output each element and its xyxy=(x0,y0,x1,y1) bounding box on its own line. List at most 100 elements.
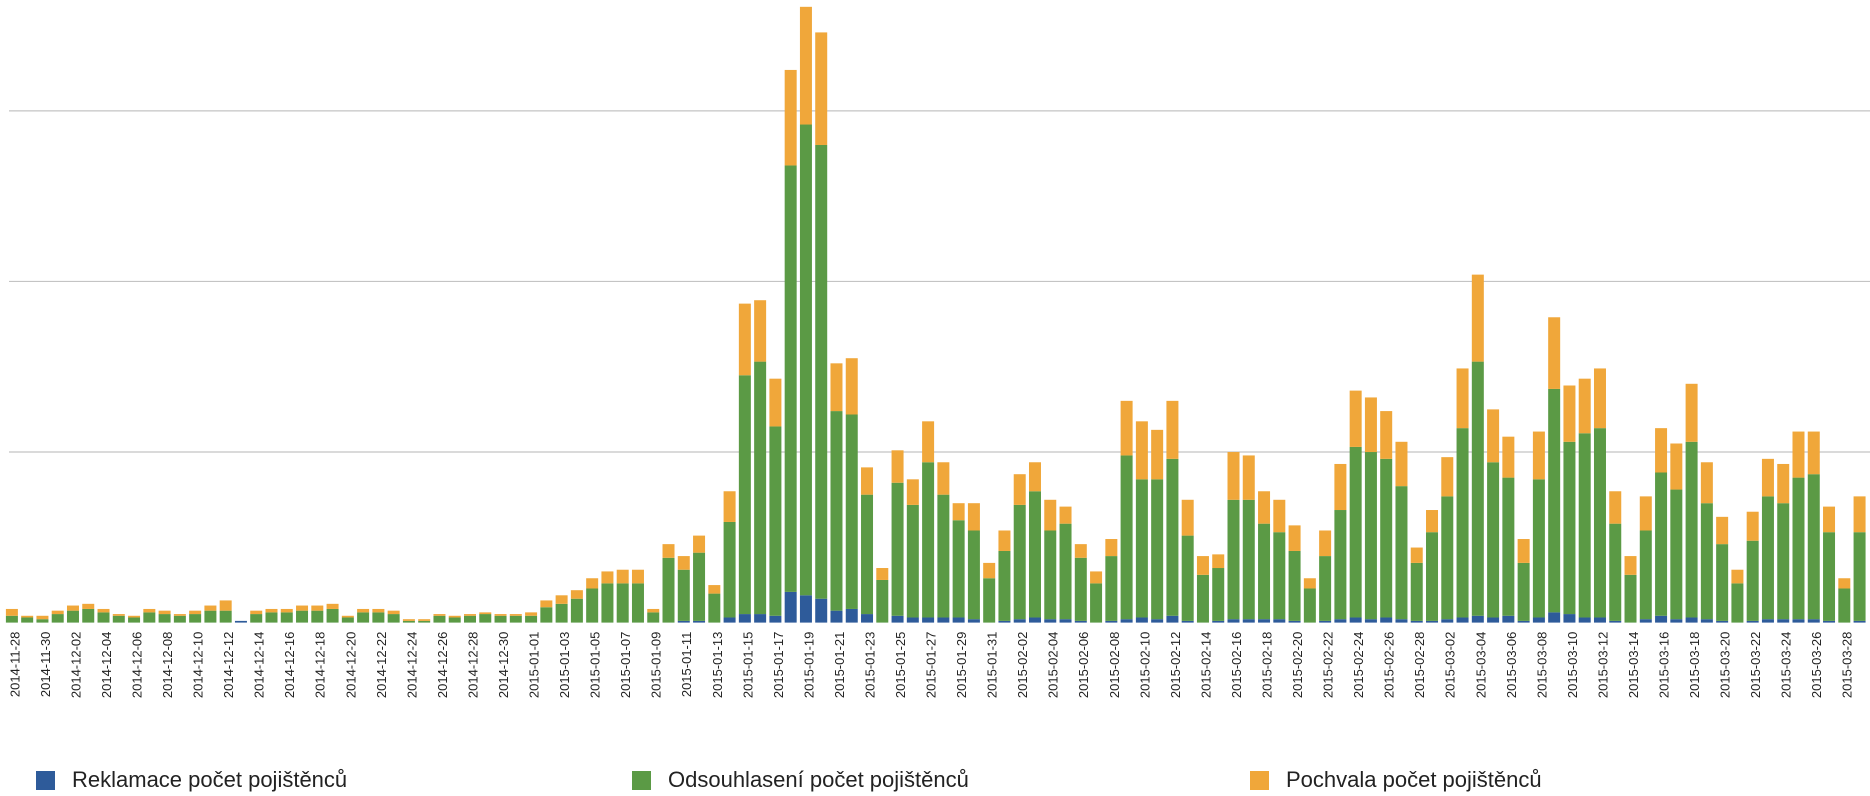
x-tick-label: 2014-12-28 xyxy=(465,632,480,699)
bar-segment xyxy=(1853,496,1866,533)
bar-segment xyxy=(1487,462,1500,618)
bar-segment xyxy=(1380,617,1393,623)
bar-segment xyxy=(738,303,751,376)
bar-segment xyxy=(1120,400,1133,456)
bar-segment xyxy=(586,588,599,623)
bar-segment xyxy=(280,608,293,613)
bar-segment xyxy=(1685,383,1698,442)
x-tick-label: 2015-02-14 xyxy=(1198,632,1213,699)
bar-segment xyxy=(1502,477,1515,616)
bar-segment xyxy=(1655,472,1668,616)
x-tick-label: 2015-01-21 xyxy=(832,632,847,699)
x-tick-label: 2015-03-02 xyxy=(1443,632,1458,699)
bar-segment xyxy=(555,603,568,623)
bar-segment xyxy=(662,544,675,558)
bar-segment xyxy=(1013,619,1026,623)
bar-segment xyxy=(173,615,186,623)
x-tick-label: 2015-03-28 xyxy=(1840,632,1855,699)
bar-segment xyxy=(1059,523,1072,620)
x-tick-label: 2015-03-22 xyxy=(1748,632,1763,699)
bar-segment xyxy=(1410,547,1423,563)
bar-segment xyxy=(906,504,919,618)
bar-segment xyxy=(784,165,797,592)
bar-segment xyxy=(1441,496,1454,620)
x-tick-label: 2014-12-24 xyxy=(404,632,419,699)
bar-segment xyxy=(1151,619,1164,623)
x-tick-label: 2015-01-13 xyxy=(710,632,725,699)
bar-segment xyxy=(1700,619,1713,623)
bar-segment xyxy=(937,462,950,495)
bar-segment xyxy=(1655,428,1668,473)
bar-segment xyxy=(1288,620,1301,623)
x-tick-label: 2015-03-12 xyxy=(1595,632,1610,699)
bar-segment xyxy=(677,569,690,621)
bar-segment xyxy=(1288,525,1301,551)
x-tick-label: 2015-01-17 xyxy=(771,632,786,699)
bar-segment xyxy=(769,426,782,616)
bar-segment xyxy=(189,610,202,615)
bar-segment xyxy=(1609,620,1622,623)
bar-segment xyxy=(51,610,64,615)
bar-segment xyxy=(1364,619,1377,623)
x-tick-label: 2015-02-04 xyxy=(1046,632,1061,699)
bar-segment xyxy=(1761,458,1774,497)
bar-segment xyxy=(1670,489,1683,620)
x-tick-label: 2015-02-02 xyxy=(1015,632,1030,699)
legend-label: Pochvala počet pojištěnců xyxy=(1286,767,1542,792)
x-tick-label: 2015-03-20 xyxy=(1718,632,1733,699)
x-tick-label: 2015-02-12 xyxy=(1168,632,1183,699)
bar-segment xyxy=(1639,619,1652,623)
bar-segment xyxy=(1502,615,1515,623)
bar-segment xyxy=(1502,436,1515,478)
bar-segment xyxy=(1395,619,1408,623)
x-tick-label: 2014-12-04 xyxy=(99,632,114,699)
bar-segment xyxy=(1471,361,1484,616)
bar-segment xyxy=(1028,617,1041,623)
bar-segment xyxy=(1242,499,1255,620)
x-tick-label: 2014-12-16 xyxy=(282,632,297,699)
bar-segment xyxy=(845,358,858,415)
bar-segment xyxy=(1074,557,1087,621)
bar-segment xyxy=(326,608,339,623)
bar-segment xyxy=(204,610,217,623)
bar-segment xyxy=(1303,578,1316,589)
bar-segment xyxy=(1838,578,1851,589)
bar-segment xyxy=(784,69,797,166)
bar-segment xyxy=(1746,540,1759,621)
bar-segment xyxy=(1395,486,1408,620)
bar-segment xyxy=(738,375,751,615)
bar-segment xyxy=(861,494,874,615)
bar-segment xyxy=(830,610,843,623)
bar-segment xyxy=(998,620,1011,623)
bar-segment xyxy=(1258,619,1271,623)
bar-segment xyxy=(906,479,919,505)
x-tick-label: 2015-01-19 xyxy=(801,632,816,699)
bar-segment xyxy=(1700,462,1713,504)
x-tick-label: 2015-01-07 xyxy=(618,632,633,699)
bar-segment xyxy=(1563,441,1576,615)
bar-segment xyxy=(1120,619,1133,623)
bar-segment xyxy=(1090,571,1103,584)
x-tick-label: 2015-01-09 xyxy=(649,632,664,699)
bar-segment xyxy=(1090,583,1103,623)
bar-segment xyxy=(1227,619,1240,623)
bar-segment xyxy=(1166,400,1179,459)
bar-segment xyxy=(723,521,736,618)
bar-segment xyxy=(1746,511,1759,541)
bar-segment xyxy=(845,414,858,609)
bar-segment xyxy=(1517,620,1530,623)
x-tick-label: 2014-11-28 xyxy=(7,632,22,698)
bar-segment xyxy=(1395,441,1408,487)
bar-segment xyxy=(1426,620,1439,623)
bar-segment xyxy=(723,617,736,623)
bar-segment xyxy=(219,610,232,623)
x-tick-label: 2015-01-25 xyxy=(893,632,908,699)
x-tick-label: 2015-02-20 xyxy=(1290,632,1305,699)
bar-segment xyxy=(1013,474,1026,505)
x-tick-label: 2015-01-27 xyxy=(924,632,939,699)
legend-swatch xyxy=(36,771,55,790)
bar-segment xyxy=(1441,619,1454,623)
bar-segment xyxy=(5,615,18,623)
x-tick-label: 2015-01-05 xyxy=(588,632,603,699)
